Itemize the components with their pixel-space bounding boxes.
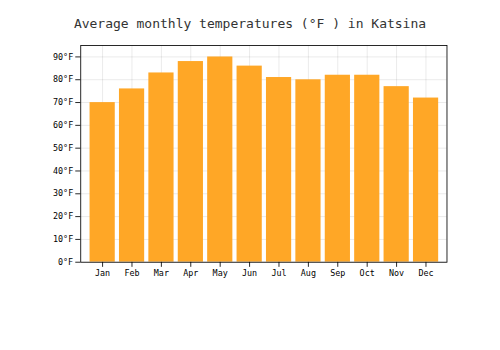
- svg-text:Aug: Aug: [301, 268, 316, 278]
- svg-text:90°F: 90°F: [53, 52, 73, 62]
- svg-text:30°F: 30°F: [53, 188, 73, 198]
- svg-text:40°F: 40°F: [53, 166, 73, 176]
- svg-text:Jun: Jun: [242, 268, 257, 278]
- svg-text:Apr: Apr: [183, 268, 198, 278]
- svg-text:Jul: Jul: [271, 268, 286, 278]
- svg-text:10°F: 10°F: [53, 234, 73, 244]
- svg-text:Nov: Nov: [389, 268, 404, 278]
- svg-text:Jan: Jan: [95, 268, 110, 278]
- svg-text:20°F: 20°F: [53, 211, 73, 221]
- svg-text:Oct: Oct: [360, 268, 375, 278]
- svg-text:Mar: Mar: [154, 268, 169, 278]
- svg-text:50°F: 50°F: [53, 143, 73, 153]
- svg-text:May: May: [213, 268, 228, 278]
- svg-text:0°F: 0°F: [58, 257, 73, 267]
- svg-text:Dec: Dec: [418, 268, 433, 278]
- html-text:Average monthly temperatures (: Average monthly temperatures (°F ) in Ka…: [73, 16, 427, 31]
- svg-text:Sep: Sep: [330, 268, 345, 278]
- svg-text:Feb: Feb: [124, 268, 139, 278]
- svg-text:60°F: 60°F: [53, 120, 73, 130]
- svg-text:70°F: 70°F: [53, 97, 73, 107]
- svg-text:80°F: 80°F: [53, 74, 73, 84]
